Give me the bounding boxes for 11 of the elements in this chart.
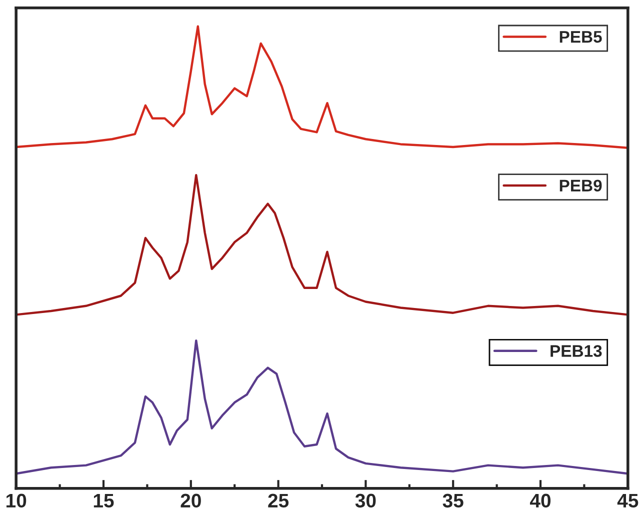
x-tick-label: 15 (94, 494, 114, 508)
x-tick-label: 25 (268, 494, 289, 508)
legend-label: PEB5 (560, 31, 602, 43)
x-tick-label: 45 (617, 494, 638, 508)
x-tick-label: 10 (6, 494, 26, 508)
x-tick-label: 20 (180, 494, 201, 508)
legend-label: PEB9 (560, 180, 602, 192)
x-tick-label: 35 (442, 494, 464, 508)
legend-label: PEB13 (550, 345, 602, 357)
x-tick-label: 40 (530, 494, 551, 508)
x-tick-label: 30 (355, 494, 376, 508)
